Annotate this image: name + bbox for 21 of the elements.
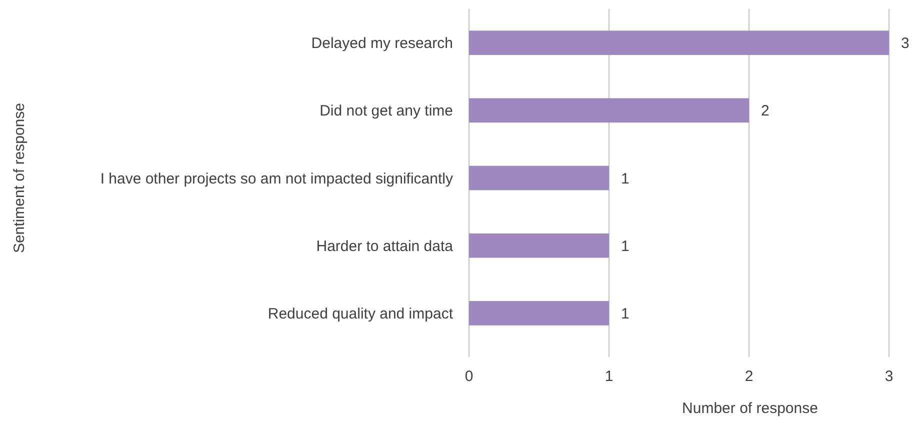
data-label: 3 [901, 35, 910, 52]
data-label: 1 [621, 170, 630, 188]
bar [469, 30, 889, 55]
data-label: 1 [621, 305, 630, 322]
y-tick-label: Did not get any time [320, 102, 453, 120]
y-tick-label: Harder to attain data [316, 238, 454, 255]
x-tick-label: 3 [884, 368, 894, 385]
x-axis-title: Number of response [682, 400, 818, 417]
bar [469, 166, 609, 190]
y-tick-label: Delayed my research [311, 35, 453, 52]
bar [469, 233, 609, 258]
y-tick-label: I have other projects so am not impacted significantly [100, 170, 454, 188]
x-tick-label: 0 [464, 368, 474, 385]
bar [469, 301, 609, 326]
y-tick-label: Reduced quality and impact [268, 305, 454, 322]
data-label: 2 [761, 102, 770, 120]
data-label: 1 [621, 238, 630, 255]
bar [469, 98, 749, 123]
x-tick-label: 1 [604, 368, 614, 385]
y-axis-title: Sentiment of response [11, 102, 28, 254]
x-tick-label: 2 [744, 368, 754, 385]
